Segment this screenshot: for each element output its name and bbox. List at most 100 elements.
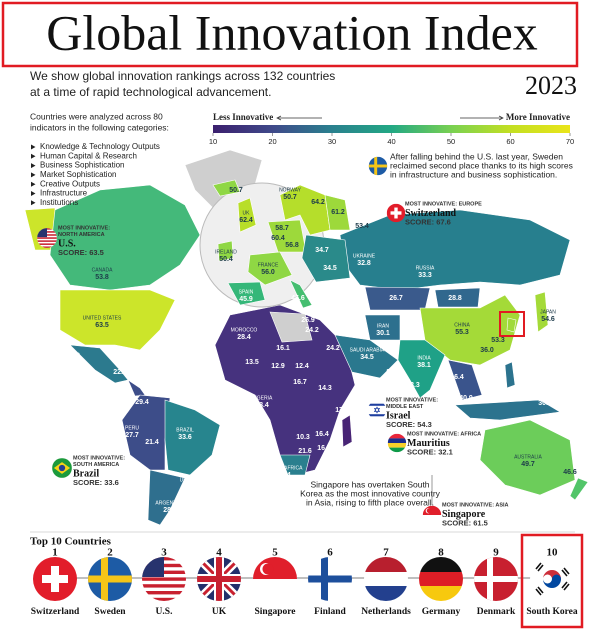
category: Infrastructure xyxy=(40,189,88,198)
country-score: 53.3 xyxy=(491,337,505,344)
flag xyxy=(474,557,518,601)
country: Denmark xyxy=(477,607,516,617)
country-score: 16.7 xyxy=(293,379,307,386)
country: Finland xyxy=(314,607,346,617)
country-score: 63.5 xyxy=(95,322,109,329)
country-name: ARGENTINA xyxy=(155,500,185,506)
japan xyxy=(534,291,549,333)
country-score: 16.4 xyxy=(315,431,329,438)
flag xyxy=(88,557,132,601)
canada xyxy=(49,184,201,291)
callout-country: Brazil xyxy=(73,468,99,479)
country-score: 13.5 xyxy=(245,359,259,366)
country-name: URUGUAY xyxy=(180,477,205,483)
country-score: 18.4 xyxy=(255,402,269,409)
callout-region: SOUTH AMERICA xyxy=(73,462,119,468)
africa xyxy=(214,304,356,476)
flag-singapore xyxy=(423,506,441,524)
legend-high: More Innovative xyxy=(506,112,570,122)
korea-highlight xyxy=(520,533,584,629)
southeast-asia xyxy=(447,359,483,401)
bullet xyxy=(31,153,36,159)
country-name: BRAZIL xyxy=(176,427,194,433)
rank: 1 xyxy=(52,547,58,559)
country-name: SAUDI ARABIA xyxy=(350,347,385,353)
category: Human Capital & Research xyxy=(40,151,137,160)
flag xyxy=(253,557,297,601)
bullet xyxy=(31,163,36,169)
country-score: 62.4 xyxy=(239,217,253,224)
country-score: 60.4 xyxy=(271,235,285,242)
bullet xyxy=(31,144,36,150)
country-score: 22.4 xyxy=(113,369,127,376)
country-score: 32.8 xyxy=(357,260,371,267)
scandinavia xyxy=(279,184,331,236)
country-name: IRELAND xyxy=(215,249,237,255)
country-name: SOUTH AFRICA xyxy=(266,465,304,471)
callout-score: SCORE: 67.6 xyxy=(405,217,451,226)
country-name: JAPAN xyxy=(540,309,556,315)
country-score: 45.9 xyxy=(239,296,253,303)
country: Netherlands xyxy=(361,607,411,617)
country-score: 28.4 xyxy=(237,334,251,341)
callout-region: MOST INNOVATIVE: EUROPE xyxy=(405,201,482,207)
country-score: 53.4 xyxy=(355,223,369,230)
title: Global Innovation Index xyxy=(46,4,538,60)
rank: 10 xyxy=(547,547,559,559)
mexico xyxy=(69,344,129,384)
middle-east xyxy=(334,334,399,379)
callout-score: SCORE: 61.5 xyxy=(442,518,488,527)
madagascar xyxy=(341,414,353,448)
flag-switzerland xyxy=(387,204,405,222)
arrow xyxy=(498,115,504,121)
country-score: 33.6 xyxy=(178,434,192,441)
country-score: 34.5 xyxy=(360,354,374,361)
intro: Countries were analyzed across 80 xyxy=(30,111,163,121)
country-score: 64.2 xyxy=(311,199,325,206)
rank: 9 xyxy=(493,547,499,559)
india xyxy=(397,339,446,399)
brazil xyxy=(164,399,221,476)
ireland xyxy=(217,240,234,262)
category: Market Sophistication xyxy=(40,170,116,179)
country: South Korea xyxy=(526,607,578,617)
flag xyxy=(530,557,574,601)
eastern-europe xyxy=(301,234,351,283)
rank: 8 xyxy=(438,547,444,559)
country-score: 29.4 xyxy=(135,399,149,406)
indonesia xyxy=(454,399,561,421)
country-score: 46.6 xyxy=(291,295,305,302)
country-name: INDIA xyxy=(417,355,431,361)
category: Creative Outputs xyxy=(40,179,100,188)
country-score: 24.2 xyxy=(326,345,340,352)
rank: 7 xyxy=(383,547,389,559)
country-score: 55.3 xyxy=(455,329,469,336)
flag-israel xyxy=(368,401,386,419)
callout-region: MOST INNOVATIVE: xyxy=(58,225,110,231)
callout-country: Israel xyxy=(386,410,411,421)
callout-country: Singapore xyxy=(442,509,486,520)
country-name: UK xyxy=(243,210,251,216)
arrow xyxy=(276,115,282,121)
country-score: 27.7 xyxy=(125,432,139,439)
country-score: 30.1 xyxy=(376,330,390,337)
subtitle: at a time of rapid technological advance… xyxy=(30,85,271,99)
flag xyxy=(33,557,77,601)
legend-tick-label: 40 xyxy=(387,137,395,146)
flag xyxy=(308,557,352,601)
country-name: CHINA xyxy=(454,322,470,328)
flag xyxy=(197,557,241,601)
callout-region: MOST INNOVATIVE: ASIA xyxy=(442,502,509,508)
callout-score: SCORE: 63.5 xyxy=(58,248,104,257)
flag xyxy=(142,557,186,601)
subtitle: We show global innovation rankings acros… xyxy=(30,69,335,83)
iceland xyxy=(212,179,241,197)
country-score: 16.1 xyxy=(276,345,290,352)
no-data xyxy=(269,311,313,343)
callout-region: MOST INNOVATIVE: xyxy=(73,455,125,461)
country-score: 49.7 xyxy=(521,461,535,468)
south-africa xyxy=(279,454,311,476)
rank: 3 xyxy=(161,547,167,559)
country-score: 28.8 xyxy=(448,295,462,302)
year: 2023 xyxy=(525,71,577,100)
